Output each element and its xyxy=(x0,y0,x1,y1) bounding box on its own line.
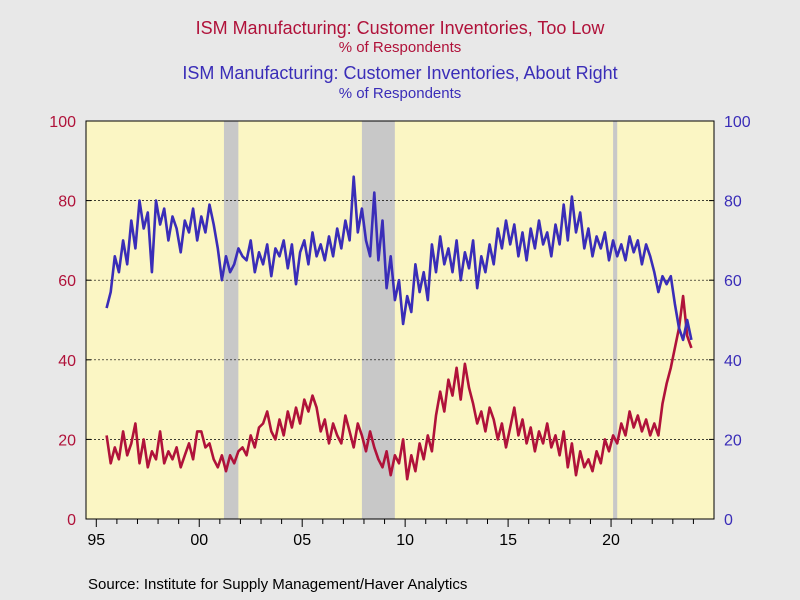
y-tick-label-right: 20 xyxy=(724,432,742,449)
y-tick-label-right: 60 xyxy=(724,273,742,290)
y-tick-label-right: 0 xyxy=(724,512,733,529)
y-tick-label-left: 80 xyxy=(58,194,76,211)
x-tick-label: 95 xyxy=(87,532,105,549)
y-tick-label-left: 20 xyxy=(58,432,76,449)
y-tick-label-right: 80 xyxy=(724,194,742,211)
source-note: Source: Institute for Supply Management/… xyxy=(88,576,468,593)
chart-title-too-low: ISM Manufacturing: Customer Inventories,… xyxy=(195,18,605,38)
recession-band xyxy=(613,121,618,519)
x-tick-label: 20 xyxy=(602,532,620,549)
chart-subtitle-too-low: % of Respondents xyxy=(338,39,462,56)
y-tick-label-left: 100 xyxy=(49,114,76,131)
y-tick-label-right: 100 xyxy=(724,114,751,131)
chart-subtitle-about-right: % of Respondents xyxy=(338,85,462,102)
x-tick-label: 10 xyxy=(396,532,414,549)
series-line-about-right xyxy=(105,175,693,342)
chart-title-about-right: ISM Manufacturing: Customer Inventories,… xyxy=(182,63,618,83)
plot-frame xyxy=(85,120,715,520)
recession-band xyxy=(223,121,239,519)
y-tick-label-left: 0 xyxy=(67,512,76,529)
x-tick-label: 15 xyxy=(499,532,517,549)
series-line-too-low xyxy=(105,294,693,481)
y-tick-label-left: 40 xyxy=(58,353,76,370)
x-tick-label: 00 xyxy=(190,532,208,549)
y-tick-label-right: 40 xyxy=(724,353,742,370)
recession-band xyxy=(361,121,395,519)
x-tick-label: 05 xyxy=(293,532,311,549)
y-tick-label-left: 60 xyxy=(58,273,76,290)
